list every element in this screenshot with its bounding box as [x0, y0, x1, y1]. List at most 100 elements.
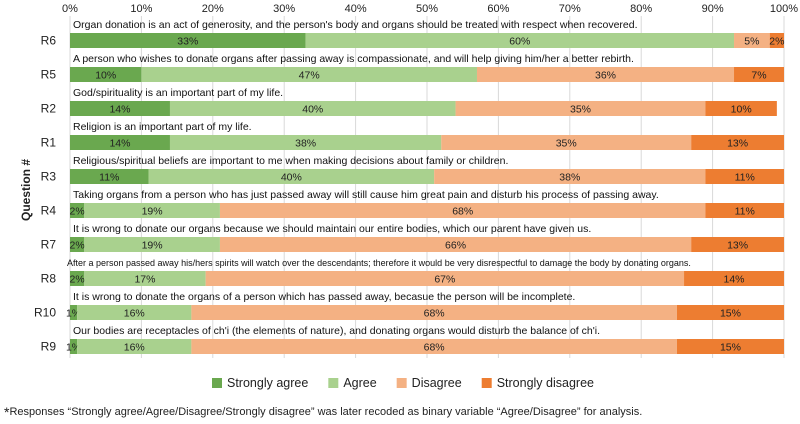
bar-segment [705, 203, 784, 218]
bar-segment [70, 271, 85, 286]
bar-segment [169, 101, 456, 116]
row-label: R6 [41, 34, 57, 48]
bar-segment [77, 339, 192, 354]
data-label: 40% [281, 172, 302, 184]
question-text: It is wrong to donate the organs of a pe… [73, 291, 575, 303]
legend-label: Strongly agree [227, 376, 308, 390]
data-label: 2% [70, 274, 85, 286]
bar-segment [691, 237, 784, 252]
bar-segment [70, 67, 142, 82]
legend-swatch [396, 378, 407, 388]
legend-swatch [481, 378, 492, 388]
footnote-text: Responses “Strongly agree/Agree/Disagree… [9, 406, 643, 418]
row-label: R5 [41, 68, 57, 82]
bar-segment [77, 305, 192, 320]
row-label: R1 [41, 136, 57, 150]
x-tick-label: 20% [202, 3, 224, 15]
question-text: After a person passed away his/hers spir… [67, 258, 691, 268]
question-text: Taking organs from a person who has just… [73, 189, 659, 201]
bar-segment [70, 135, 170, 150]
footnote-star: * [4, 404, 10, 420]
bar-row: Religious/spiritual beliefs are importan… [41, 155, 784, 184]
bar-segment [476, 67, 735, 82]
x-tick-label: 40% [345, 3, 367, 15]
x-tick-label: 50% [416, 3, 438, 15]
row-label: R10 [34, 306, 56, 320]
data-label: 68% [424, 342, 445, 354]
bar-segment [141, 67, 477, 82]
data-label: 14% [109, 104, 130, 116]
bar-segment [734, 67, 784, 82]
bar-segment [70, 101, 170, 116]
bar-segment [70, 203, 85, 218]
data-label: 14% [109, 138, 130, 150]
data-label: 11% [735, 206, 755, 218]
row-label: R8 [41, 272, 57, 286]
bar-segment [434, 169, 706, 184]
data-label: 36% [595, 70, 616, 82]
legend-swatch [212, 378, 222, 388]
bar-segment [219, 237, 692, 252]
x-tick-label: 90% [702, 3, 724, 15]
data-label: 15% [720, 342, 741, 354]
x-axis-ticks: 0% 10% 20% 30% 40% 50% 60% 70% 80% 90% 100% [62, 3, 798, 15]
bar-row: Taking organs from a person who has just… [41, 189, 784, 218]
row-label: R7 [41, 238, 57, 252]
bar-segment [84, 203, 220, 218]
x-tick-label: 10% [130, 3, 152, 15]
question-text: Our bodies are receptacles of ch'i (the … [73, 325, 600, 337]
data-label: 13% [727, 240, 748, 252]
question-text: A person who wishes to donate organs aft… [73, 53, 634, 65]
bar-segment [70, 237, 85, 252]
bar-segment [205, 271, 685, 286]
question-text: It is wrong to donate our organs because… [73, 223, 591, 235]
bar-segment [305, 33, 735, 48]
data-label: 35% [556, 138, 577, 150]
bar-segment [734, 33, 770, 48]
x-tick-label: 0% [62, 3, 78, 15]
bar-segment [441, 135, 692, 150]
data-label: 19% [142, 206, 163, 218]
data-label: 16% [124, 342, 145, 354]
question-text: God/spirituality is an important part of… [73, 87, 283, 99]
data-label: 10% [731, 104, 752, 116]
data-label: 5% [744, 36, 759, 48]
data-label: 11% [735, 172, 755, 184]
bar-segment [705, 101, 777, 116]
data-label: 68% [424, 308, 445, 320]
bar-segment [455, 101, 706, 116]
footnote: *Responses “Strongly agree/Agree/Disagre… [4, 404, 800, 420]
data-label: 40% [302, 104, 323, 116]
data-label: 16% [124, 308, 145, 320]
bar-segment [70, 169, 149, 184]
question-text: Religion is an important part of my life… [73, 121, 252, 133]
data-label: 19% [142, 240, 163, 252]
data-label: 10% [95, 70, 116, 82]
data-label: 66% [445, 240, 466, 252]
data-label: 14% [724, 274, 745, 286]
data-label: 15% [720, 308, 741, 320]
data-label: 2% [769, 36, 784, 48]
x-tick-label: 80% [630, 3, 652, 15]
x-tick-label: 100% [770, 3, 798, 15]
bar-segment [84, 271, 206, 286]
bar-row: It is wrong to donate our organs because… [41, 223, 784, 252]
bar-segment [84, 237, 220, 252]
bar-segment [705, 169, 784, 184]
data-label: 2% [70, 240, 85, 252]
row-label: R9 [41, 340, 57, 354]
bar-row: Our bodies are receptacles of ch'i (the … [41, 325, 784, 354]
row-label: R2 [41, 102, 57, 116]
x-tick-label: 70% [559, 3, 581, 15]
bar-segment [70, 339, 78, 354]
bar-row: A person who wishes to donate organs aft… [41, 53, 784, 82]
data-label: 2% [70, 206, 85, 218]
data-label: 38% [295, 138, 316, 150]
bar-segment [191, 339, 677, 354]
bar-segment [169, 135, 442, 150]
data-label: 13% [727, 138, 748, 150]
bar-segment [691, 135, 784, 150]
bar-rows: Organ donation is an act of generosity, … [34, 19, 784, 354]
bar-row: God/spirituality is an important part of… [41, 87, 777, 116]
